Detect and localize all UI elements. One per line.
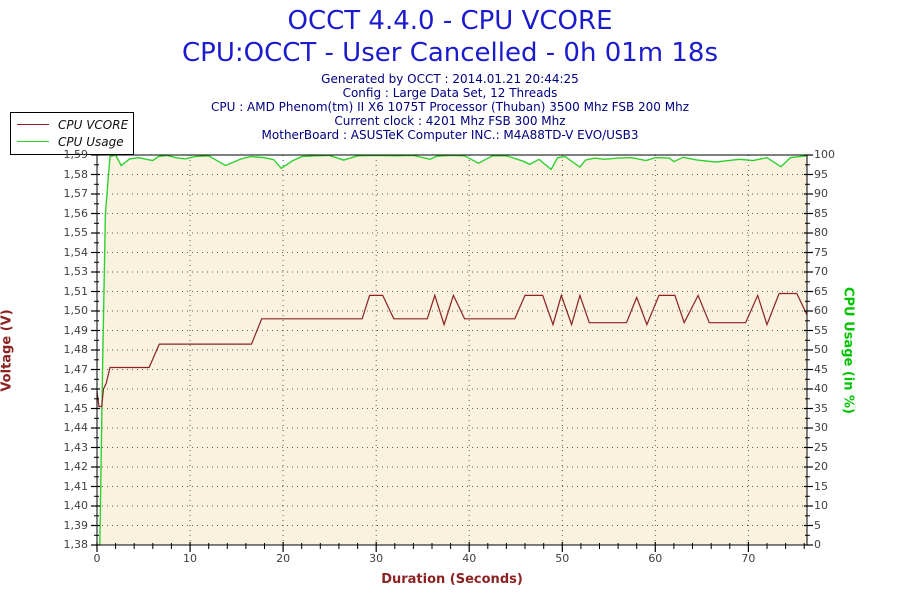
tick-label: 0: [93, 552, 101, 565]
tick-label: 70: [814, 265, 828, 278]
tick-label: 95: [814, 167, 828, 181]
tick-label: 45: [814, 362, 828, 376]
tick-label: 1,45: [63, 401, 89, 415]
info-motherboard: MotherBoard : ASUSTeK Computer INC.: M4A…: [261, 128, 639, 142]
tick-label: 1,50: [63, 304, 89, 317]
cpu-usage-line: [99, 154, 808, 546]
tick-label: 40: [462, 552, 477, 565]
tick-label: 20: [276, 552, 291, 565]
tick-label: 25: [814, 440, 828, 454]
x-axis-title: Duration (Seconds): [381, 572, 523, 587]
tick-label: 70: [741, 552, 756, 565]
tick-label: 1,54: [63, 245, 89, 259]
tick-label: 1,55: [63, 226, 89, 239]
y-left-axis-title: Voltage (V): [0, 309, 15, 392]
tick-label: 1,46: [63, 382, 89, 395]
tick-label: 50: [814, 343, 828, 356]
vcore-line-swatch-icon: [17, 124, 49, 125]
tick-label: 50: [555, 552, 570, 565]
chart-legend: CPU VCORE CPU Usage: [10, 112, 134, 155]
tick-label: 100: [814, 148, 835, 161]
info-generated-by: Generated by OCCT : 2014.01.21 20:44:25: [321, 72, 579, 86]
legend-label-cpu-vcore: CPU VCORE: [58, 117, 129, 132]
legend-item-cpu-usage: CPU Usage: [11, 133, 133, 150]
tick-label: 10: [814, 499, 828, 512]
tick-label: 1,43: [63, 440, 89, 454]
tick-label: 15: [814, 479, 828, 493]
tick-label: 0: [814, 538, 821, 551]
tick-label: 30: [369, 552, 384, 565]
tick-label: 85: [814, 206, 828, 220]
tick-label: 35: [814, 401, 828, 415]
tick-label: 1,53: [63, 265, 89, 278]
usage-line-swatch-icon: [17, 141, 49, 142]
tick-label: 20: [814, 460, 828, 473]
y-right-axis-title: CPU Usage (in %): [840, 286, 856, 414]
info-cpu: CPU : AMD Phenom(tm) II X6 1075T Process…: [210, 100, 690, 114]
tick-label: 55: [814, 323, 828, 337]
tick-label: 1,38: [63, 538, 89, 551]
cpu-vcore-line: [96, 292, 808, 408]
tick-label: 1,44: [63, 421, 89, 434]
tick-label: 1,59: [63, 148, 89, 161]
legend-item-cpu-vcore: CPU VCORE: [11, 116, 133, 133]
tick-label: 1,56: [63, 206, 89, 220]
legend-label-cpu-usage: CPU Usage: [58, 134, 124, 149]
tick-label: 60: [814, 304, 828, 317]
tick-label: 60: [648, 552, 663, 565]
tick-label: 1,58: [63, 167, 89, 181]
page-subtitle: CPU:OCCT - User Cancelled - 0h 01m 18s: [181, 38, 719, 68]
tick-label: 1,42: [63, 460, 89, 473]
tick-label: 10: [183, 552, 198, 565]
tick-label: 1,48: [63, 343, 89, 356]
tick-label: 80: [814, 226, 828, 239]
tick-label: 1,47: [63, 362, 89, 376]
info-current-clock: Current clock : 4201 Mhz FSB 300 Mhz: [334, 114, 566, 128]
page-title: OCCT 4.4.0 - CPU VCORE: [287, 6, 613, 36]
tick-label: 1,57: [63, 187, 89, 200]
tick-label: 1,51: [63, 284, 89, 298]
tick-label: 90: [814, 187, 828, 200]
tick-label: 1,49: [63, 323, 89, 337]
info-config: Config : Large Data Set, 12 Threads: [342, 86, 558, 100]
tick-label: 75: [814, 245, 828, 259]
tick-label: 65: [814, 284, 828, 298]
cpu-usage-area-fill: [99, 155, 808, 545]
tick-label: 5: [814, 518, 821, 532]
tick-label: 1,39: [63, 518, 89, 532]
tick-label: 40: [814, 382, 828, 395]
tick-label: 1,40: [63, 499, 89, 512]
tick-label: 1,41: [63, 479, 89, 493]
tick-label: 30: [814, 421, 828, 434]
